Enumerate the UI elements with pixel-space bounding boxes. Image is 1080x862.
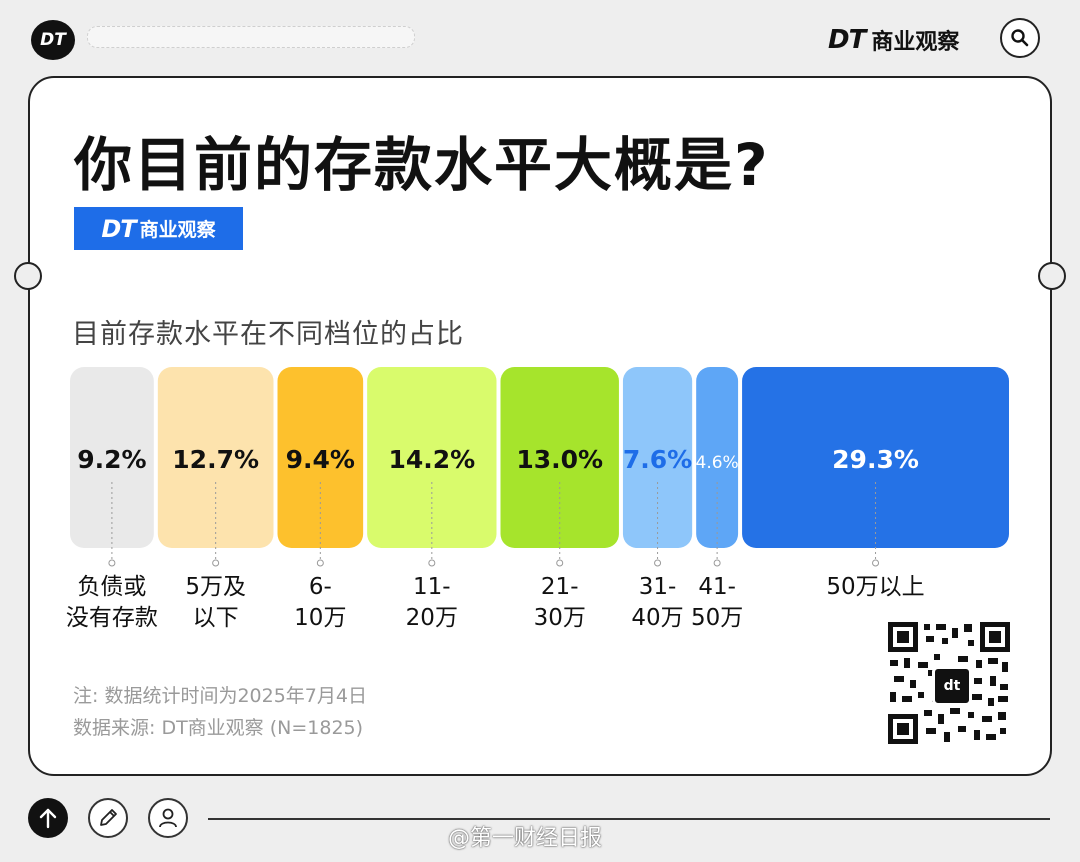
bar-1 [157, 367, 274, 548]
category-label-5: 40万 [631, 605, 683, 631]
category-label-6: 50万 [691, 605, 743, 631]
leader-dot-0 [108, 559, 116, 567]
category-label-0: 没有存款 [66, 605, 158, 631]
bar-0 [70, 367, 154, 548]
value-label-7: 29.3% [832, 445, 919, 474]
qr-logo: dt [932, 666, 972, 706]
category-label-6: 41- [698, 574, 736, 600]
bar-7 [742, 367, 1009, 548]
value-label-1: 12.7% [172, 445, 259, 474]
value-label-6: 4.6% [696, 453, 739, 473]
value-label-2: 9.4% [286, 445, 355, 474]
brand-name: 商业观察 [871, 30, 960, 55]
category-label-2: 6- [309, 574, 332, 600]
note-source: 数据来源: DT商业观察 (N=1825) [73, 717, 364, 739]
leader-dot-4 [556, 559, 564, 567]
category-label-4: 21- [541, 574, 579, 600]
search-button[interactable] [1000, 18, 1040, 58]
search-icon [1011, 29, 1029, 47]
card-notch-left [14, 262, 42, 290]
chart-notes: 注: 数据统计时间为2025年7月4日 数据来源: DT商业观察 (N=1825… [73, 680, 367, 744]
edit-button[interactable] [88, 798, 128, 838]
badge-dt: DT [101, 214, 136, 243]
badge-name: 商业观察 [139, 219, 216, 241]
value-label-5: 7.6% [623, 445, 692, 474]
bar-5 [622, 367, 693, 548]
category-label-0: 负债或 [77, 574, 146, 600]
card-notch-right [1038, 262, 1066, 290]
brand-dt: DT [828, 25, 866, 55]
category-label-2: 10万 [294, 605, 346, 631]
value-label-0: 9.2% [77, 445, 146, 474]
category-label-1: 5万及 [185, 574, 246, 600]
chart-title: 目前存款水平在不同档位的占比 [72, 319, 464, 350]
category-label-5: 31- [639, 574, 677, 600]
page-title: 你目前的存款水平大概是? [74, 131, 770, 199]
scroll-top-button[interactable] [28, 798, 68, 838]
arrow-up-icon [39, 808, 57, 829]
brand-logo: DT 商业观察 [828, 22, 959, 58]
bar-4 [500, 367, 619, 548]
note-date: 注: 数据统计时间为2025年7月4日 [73, 685, 367, 707]
category-label-3: 20万 [406, 605, 458, 631]
leader-dot-2 [316, 559, 324, 567]
leader-dot-3 [428, 559, 436, 567]
bar-6 [696, 367, 739, 548]
leader-dot-1 [212, 559, 220, 567]
category-label-1: 以下 [193, 605, 239, 631]
pencil-icon [100, 809, 117, 826]
footer-divider [208, 818, 1050, 820]
leader-dot-5 [654, 559, 662, 567]
bar-2 [277, 367, 364, 548]
category-label-3: 11- [413, 574, 451, 600]
leader-dot-7 [872, 559, 880, 567]
category-label-4: 30万 [534, 605, 586, 631]
profile-button[interactable] [148, 798, 188, 838]
watermark: @第一财经日报 [440, 820, 611, 852]
value-label-3: 14.2% [388, 445, 475, 474]
dt-logo[interactable]: DT [31, 20, 75, 60]
category-label-7: 50万以上 [826, 574, 924, 600]
bar-3 [367, 367, 497, 548]
address-bar[interactable] [87, 26, 415, 48]
dt-badge: DT 商业观察 [74, 207, 243, 250]
value-label-4: 13.0% [516, 445, 603, 474]
leader-dot-6 [713, 559, 721, 567]
user-icon [159, 808, 177, 828]
